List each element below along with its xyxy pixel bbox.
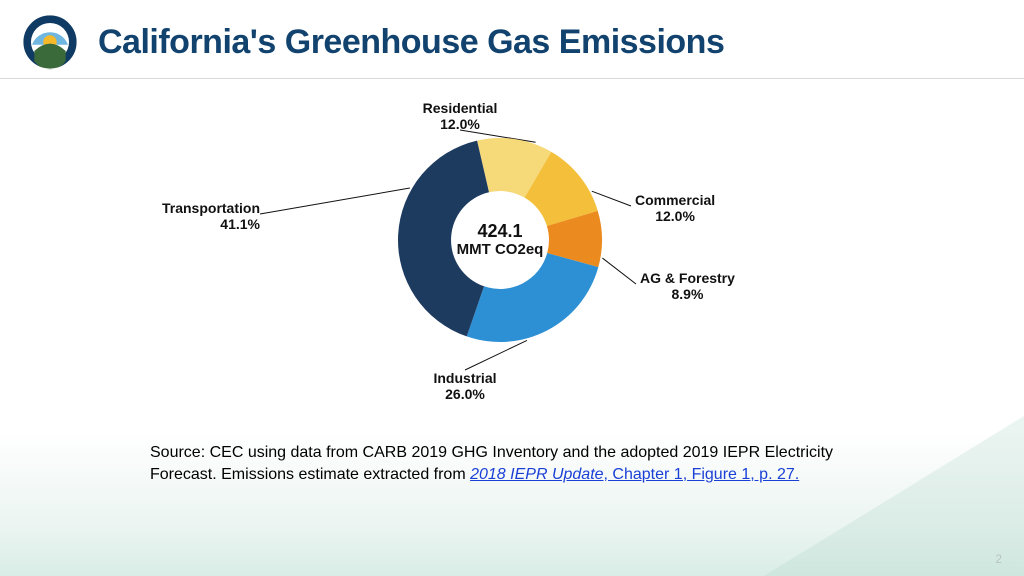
center-unit: MMT CO2eq xyxy=(457,242,544,259)
source-link[interactable]: 2018 IEPR Update, Chapter 1, Figure 1, p… xyxy=(470,466,799,483)
label-ag-forestry: AG & Forestry8.9% xyxy=(640,270,735,302)
donut: 424.1 MMT CO2eq xyxy=(390,130,610,350)
label-commercial: Commercial12.0% xyxy=(635,192,715,224)
page-number: 2 xyxy=(995,552,1002,566)
label-transportation: Transportation41.1% xyxy=(162,200,260,232)
label-industrial: Industrial26.0% xyxy=(433,370,496,402)
emissions-donut-chart: 424.1 MMT CO2eq Residential12.0%Commerci… xyxy=(220,120,780,420)
source-citation: Source: CEC using data from CARB 2019 GH… xyxy=(150,442,890,485)
slide: California's Greenhouse Gas Emissions 42… xyxy=(0,0,1024,576)
decorative-triangle xyxy=(764,416,1024,576)
cec-logo-icon xyxy=(22,14,78,70)
donut-center-label: 424.1 MMT CO2eq xyxy=(390,130,610,350)
center-value: 424.1 xyxy=(477,222,522,242)
source-link-rest: , Chapter 1, Figure 1, p. 27. xyxy=(604,466,800,483)
source-link-italic: 2018 IEPR Update xyxy=(470,466,603,483)
page-title: California's Greenhouse Gas Emissions xyxy=(98,23,724,62)
header: California's Greenhouse Gas Emissions xyxy=(0,0,1024,79)
label-residential: Residential12.0% xyxy=(423,100,498,132)
